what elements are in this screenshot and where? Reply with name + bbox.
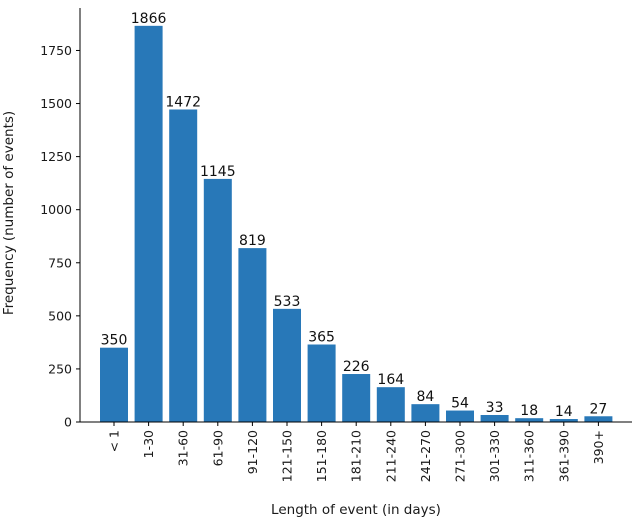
x-tick-label: 241-270 [418,430,433,482]
bar-value-label: 164 [377,372,404,388]
bar [515,418,544,422]
bar-value-label: 819 [239,233,266,249]
bar [307,344,336,422]
bar [549,419,578,422]
bar-value-label: 14 [555,404,573,420]
y-axis-label: Frequency (number of events) [1,111,17,315]
bar [584,416,613,422]
x-tick-label: 271-300 [453,430,468,482]
bar-value-label: 18 [520,403,538,419]
x-tick-label: 311-360 [522,430,537,482]
bar-value-label: 84 [416,389,434,405]
bar [100,347,128,422]
y-tick-label: 1750 [40,43,72,58]
x-tick-label: 61-90 [210,430,225,466]
bar-value-label: 533 [274,294,301,310]
x-tick-label: 181-210 [349,430,364,482]
x-tick-label: 361-390 [556,430,571,482]
bar [238,248,267,422]
bar-value-label: 1145 [200,164,236,180]
y-tick-label: 1250 [40,149,72,164]
y-ticks-group: 0 250 500 750 1000 1250 1500 1750 [40,43,80,430]
bar [169,109,198,422]
bar-value-label: 1472 [165,94,201,110]
bar [134,25,163,422]
x-tick-label: 390+ [591,430,606,464]
bar [446,410,474,422]
bar [342,374,371,422]
bar-value-label: 365 [308,330,335,346]
y-tick-label: 1500 [40,96,72,111]
bars-group [100,25,613,422]
y-tick-label: 500 [48,308,72,323]
x-tick-label: 121-150 [280,430,295,482]
y-tick-label: 750 [48,255,72,270]
bar [273,308,301,422]
bar-value-label: 350 [101,333,128,349]
bar-value-label: 1866 [131,11,167,27]
bar [203,178,232,422]
bar [411,404,440,422]
x-ticks-group: < 1 1-30 31-60 61-90 91-120 121-150 151-180 181… [107,422,606,482]
bar-value-label: 226 [343,359,370,375]
bar [376,387,405,422]
x-tick-label: < 1 [107,430,122,452]
x-tick-label: 91-120 [245,430,260,474]
bar-value-label: 33 [486,400,504,416]
x-tick-label: 151-180 [314,430,329,482]
y-tick-label: 0 [64,415,72,430]
bar [480,414,509,422]
bar-value-label: 27 [589,401,607,417]
x-axis-label: Length of event (in days) [271,502,441,518]
x-tick-label: 1-30 [141,430,156,458]
data-labels-group: 350 1866 1472 1145 819 533 365 226 164 84 54 33 18 14… [101,11,608,420]
bar-value-label: 54 [451,396,469,412]
y-tick-label: 250 [48,361,72,376]
x-tick-label: 211-240 [383,430,398,482]
x-tick-label: 301-330 [487,430,502,482]
y-tick-label: 1000 [40,202,72,217]
x-tick-label: 31-60 [176,430,191,466]
